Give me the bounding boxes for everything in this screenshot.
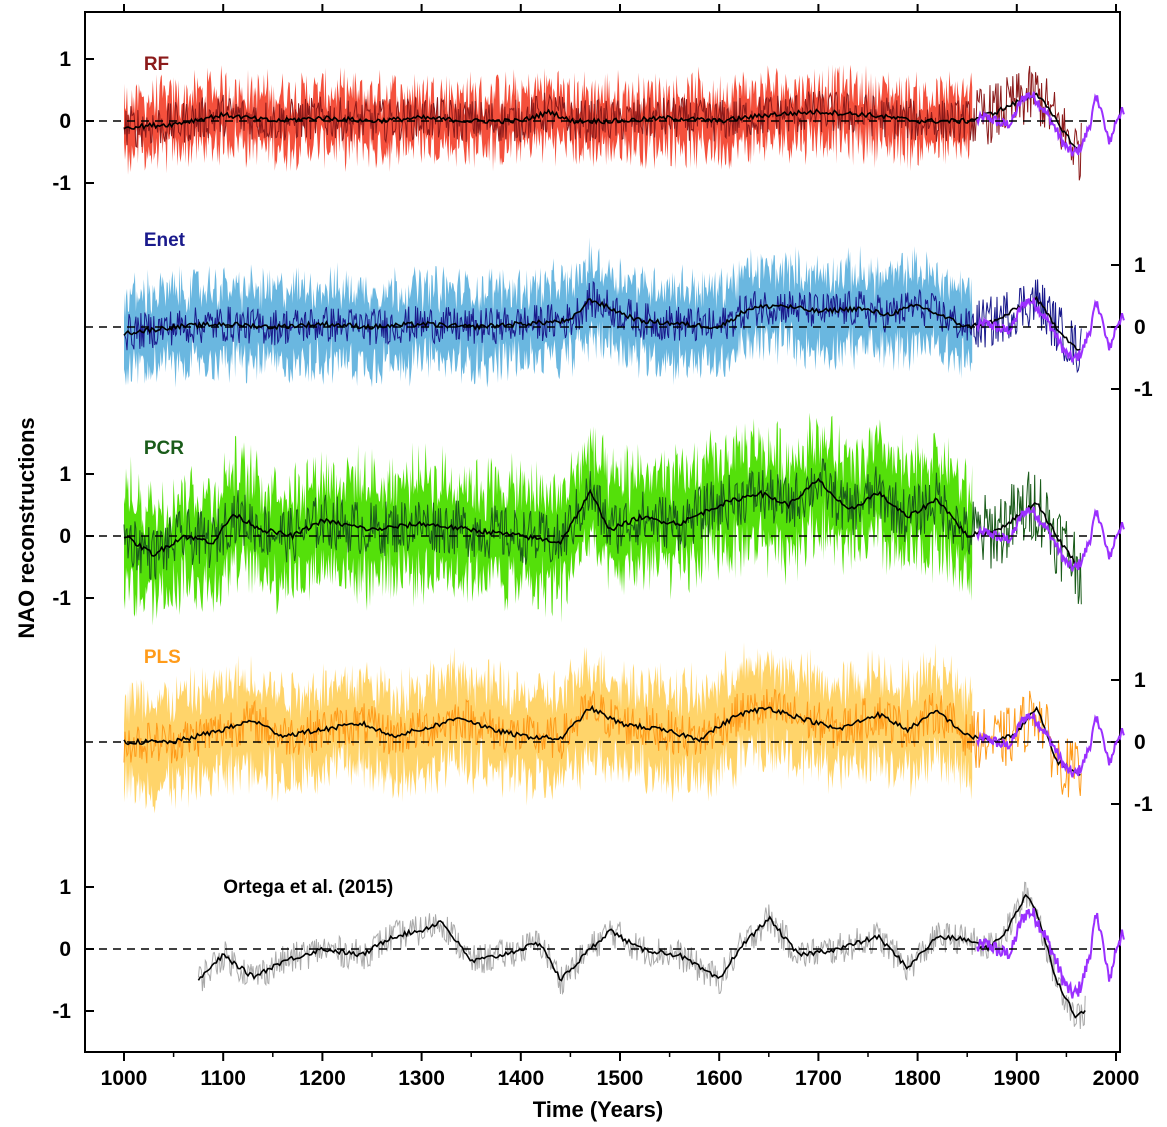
observed-series — [976, 297, 1125, 363]
annual-series — [123, 279, 1082, 374]
x-axis: 1000 1100 1200 1300 1400 1500 1600 1700 1800 1900… — [101, 4, 1140, 1090]
x-tick-label: 1600 — [696, 1067, 743, 1090]
reconstruction-panels: 1 0 -1 RF 1 0 -1 Enet 1 0 -1 PCR 1 0 -1 PLS 1 0 -1 Ortega e… — [52, 48, 1153, 1030]
panel-label: Enet — [144, 230, 186, 251]
x-tick-label: 1500 — [597, 1067, 644, 1090]
y-tick-label: 0 — [59, 110, 71, 133]
y-tick-label: -1 — [52, 172, 71, 195]
smoothed-series — [123, 295, 1081, 351]
x-tick-label: 1100 — [200, 1067, 246, 1090]
y-tick-label: -1 — [52, 1000, 71, 1023]
panel-label: PCR — [144, 438, 184, 459]
x-tick-label: 1800 — [894, 1067, 941, 1090]
annual-series — [123, 688, 1082, 798]
y-tick-label: 1 — [59, 463, 71, 486]
panel-0: 1 0 -1 RF — [52, 48, 1125, 195]
panel-label: RF — [144, 54, 169, 75]
annual-series — [123, 65, 1082, 181]
panel-label: PLS — [144, 647, 181, 668]
y-tick-label: -1 — [1134, 378, 1153, 401]
x-tick-label: 1300 — [398, 1067, 445, 1090]
x-tick-label: 2000 — [1093, 1067, 1140, 1090]
y-tick-label: 0 — [1134, 731, 1146, 754]
panel-label: Ortega et al. (2015) — [223, 877, 393, 898]
y-tick-label: -1 — [52, 587, 71, 610]
x-tick-label: 1900 — [993, 1067, 1040, 1090]
x-tick-label: 1700 — [795, 1067, 842, 1090]
uncertainty-band — [124, 237, 973, 388]
smoothed-series — [197, 893, 1086, 1019]
y-tick-label: 0 — [1134, 316, 1146, 339]
y-tick-label: -1 — [1134, 793, 1153, 816]
x-axis-title: Time (Years) — [533, 1097, 663, 1122]
smoothed-series — [123, 477, 1082, 569]
panel-3: 1 0 -1 PLS — [85, 642, 1153, 816]
panel-4: 1 0 -1 Ortega et al. (2015) — [52, 876, 1125, 1030]
panel-2: 1 0 -1 PCR — [52, 412, 1125, 626]
y-tick-label: 1 — [1134, 254, 1146, 277]
panel-1: 1 0 -1 Enet — [85, 230, 1153, 401]
observed-series — [976, 712, 1125, 778]
observed-series — [976, 91, 1125, 157]
annual-series — [197, 881, 1086, 1030]
x-tick-label: 1200 — [299, 1067, 346, 1090]
observed-series — [976, 907, 1125, 999]
x-tick-label: 1000 — [101, 1067, 148, 1090]
y-tick-label: 1 — [59, 48, 71, 71]
uncertainty-band — [124, 412, 973, 626]
y-tick-label: 1 — [1134, 669, 1146, 692]
y-tick-label: 1 — [59, 876, 71, 899]
y-axis-title: NAO reconstructions — [14, 417, 39, 638]
y-tick-label: 0 — [59, 525, 71, 548]
x-tick-label: 1400 — [497, 1067, 544, 1090]
smoothed-series — [123, 704, 1081, 776]
observed-series — [976, 506, 1125, 572]
annual-series — [123, 458, 1082, 605]
uncertainty-band — [124, 64, 973, 175]
y-tick-label: 0 — [59, 938, 71, 961]
